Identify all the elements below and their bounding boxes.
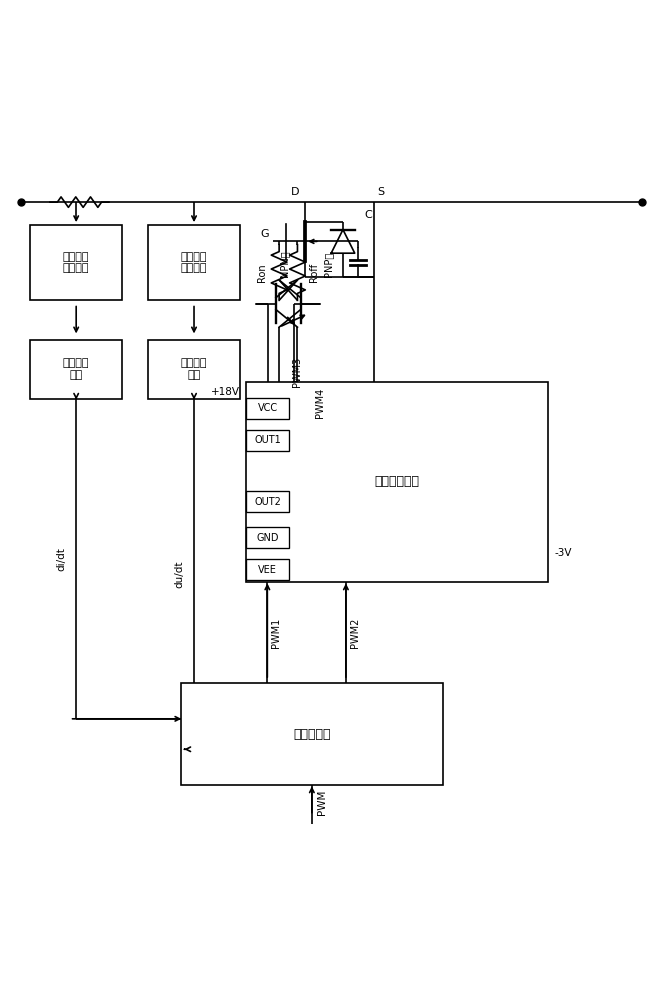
- Text: 电流隔离
采样电路: 电流隔离 采样电路: [63, 252, 90, 273]
- Text: PWM4: PWM4: [315, 388, 325, 418]
- Text: OUT1: OUT1: [255, 435, 281, 445]
- Text: PWM3: PWM3: [292, 357, 302, 387]
- Text: GND: GND: [257, 533, 279, 543]
- Text: di/dt: di/dt: [56, 547, 66, 571]
- Bar: [30, 225, 122, 300]
- Text: C: C: [364, 210, 372, 220]
- Bar: [181, 683, 443, 785]
- Bar: [149, 340, 240, 399]
- Text: VEE: VEE: [258, 565, 277, 575]
- Bar: [247, 382, 548, 582]
- Text: 电压微分
电路: 电压微分 电路: [181, 358, 208, 380]
- Text: D: D: [291, 187, 300, 197]
- Text: PNP管: PNP管: [324, 252, 333, 277]
- Text: OUT2: OUT2: [254, 497, 281, 507]
- Bar: [149, 225, 240, 300]
- Text: 电压隔离
采样电路: 电压隔离 采样电路: [181, 252, 208, 273]
- Text: -3V: -3V: [554, 548, 572, 558]
- Text: 电流微分
电路: 电流微分 电路: [63, 358, 90, 380]
- Text: 嵌入式系统: 嵌入式系统: [293, 728, 331, 741]
- Bar: [247, 491, 289, 512]
- Bar: [247, 430, 289, 451]
- Bar: [247, 559, 289, 580]
- Bar: [247, 527, 289, 548]
- Text: PWM2: PWM2: [350, 617, 360, 648]
- Text: Ron: Ron: [257, 263, 267, 282]
- Text: VCC: VCC: [258, 403, 278, 413]
- Bar: [247, 398, 289, 419]
- Text: Roff: Roff: [309, 263, 320, 282]
- Text: NPN管: NPN管: [279, 250, 289, 277]
- Text: S: S: [377, 187, 384, 197]
- Text: du/dt: du/dt: [174, 560, 184, 588]
- Bar: [30, 340, 122, 399]
- Text: PWM: PWM: [317, 790, 327, 815]
- Text: PWM1: PWM1: [271, 617, 281, 648]
- Text: +18V: +18V: [211, 387, 240, 397]
- Text: 隔离放大电路: 隔离放大电路: [375, 475, 420, 488]
- Text: G: G: [261, 229, 269, 239]
